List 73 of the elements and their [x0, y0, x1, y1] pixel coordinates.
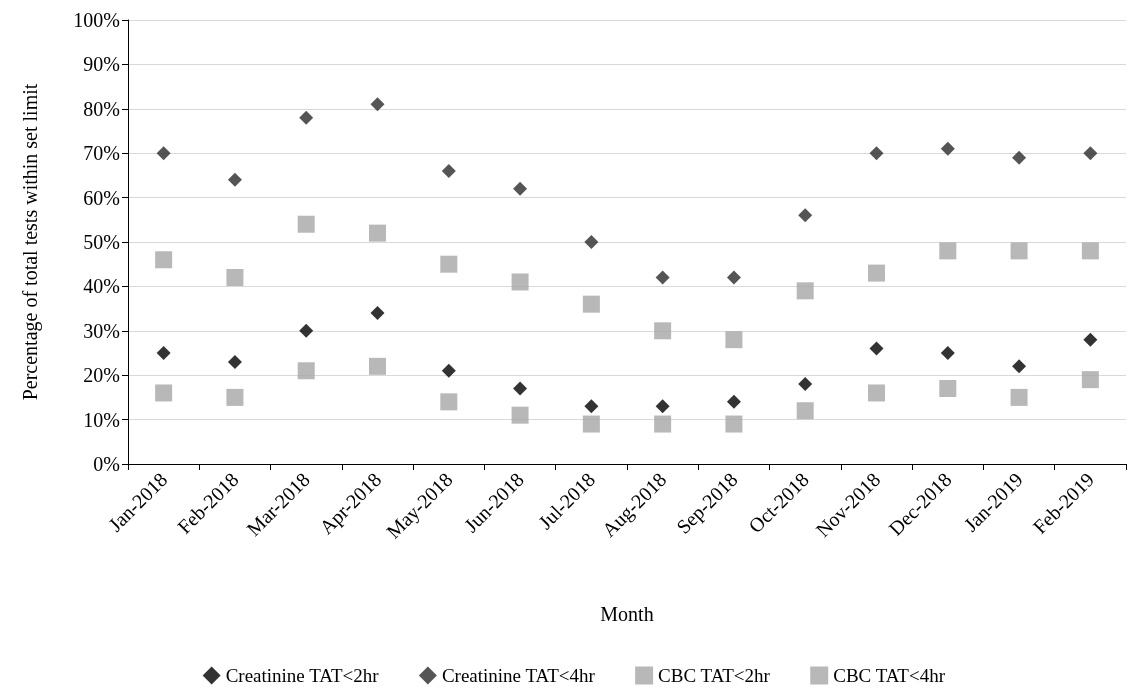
point [654, 322, 672, 340]
point [155, 384, 173, 402]
point [156, 146, 171, 161]
point [1012, 150, 1027, 165]
point [654, 415, 672, 433]
point [370, 306, 385, 321]
legend-label: Creatinine TAT<4hr [441, 665, 596, 686]
y-tick-label: 0% [93, 453, 120, 475]
point [1012, 359, 1027, 374]
y-tick-label: 90% [83, 53, 120, 76]
point [796, 402, 814, 420]
point [796, 282, 814, 300]
point [940, 346, 955, 360]
y-tick-label: 100% [73, 9, 120, 31]
point [940, 141, 955, 156]
point [726, 270, 741, 285]
point [868, 384, 885, 402]
point [798, 208, 813, 223]
point [584, 399, 599, 414]
point [1081, 371, 1099, 389]
point [513, 381, 528, 396]
point [1010, 388, 1028, 406]
point [582, 295, 600, 313]
point [1083, 332, 1098, 347]
point [226, 269, 244, 287]
y-tick-label: 70% [83, 142, 120, 165]
legend-label: CBC TAT<4hr [833, 665, 946, 686]
y-tick-label: 60% [83, 186, 120, 209]
y-tick-label: 40% [83, 275, 120, 298]
point [1081, 242, 1099, 260]
point [299, 323, 314, 338]
point [655, 270, 670, 285]
point [582, 415, 600, 433]
point [441, 363, 456, 378]
point [725, 415, 743, 433]
point [798, 377, 813, 392]
point [370, 97, 385, 112]
point [441, 163, 456, 178]
point [369, 224, 386, 242]
point [511, 406, 529, 424]
point [440, 393, 458, 411]
y-tick-label: 50% [83, 231, 120, 253]
point [869, 146, 884, 161]
point [868, 264, 885, 282]
point [939, 242, 957, 260]
y-axis-title: Percentage of total tests within set limit [19, 83, 42, 401]
y-tick-label: 80% [83, 97, 120, 120]
point [584, 235, 599, 249]
legend-label: Creatinine TAT<2hr [225, 665, 380, 686]
point [1010, 242, 1028, 260]
point [869, 341, 884, 356]
point [227, 172, 242, 187]
y-tick-label: 30% [83, 319, 120, 342]
point [511, 273, 529, 291]
point [725, 331, 743, 349]
y-tick-label: 10% [83, 408, 120, 431]
point [226, 388, 244, 406]
point [655, 399, 670, 414]
point [939, 380, 957, 398]
point [297, 362, 315, 380]
point [726, 394, 741, 409]
point [156, 346, 171, 360]
point [1083, 146, 1098, 161]
legend-label: CBC TAT<2hr [658, 665, 771, 686]
x-axis-title: Month [600, 603, 654, 625]
point [227, 354, 242, 369]
point [299, 110, 314, 125]
point [369, 357, 386, 375]
point [440, 255, 458, 273]
point [297, 215, 315, 233]
y-tick-label: 20% [83, 364, 120, 387]
point [155, 251, 173, 269]
point [513, 181, 528, 196]
